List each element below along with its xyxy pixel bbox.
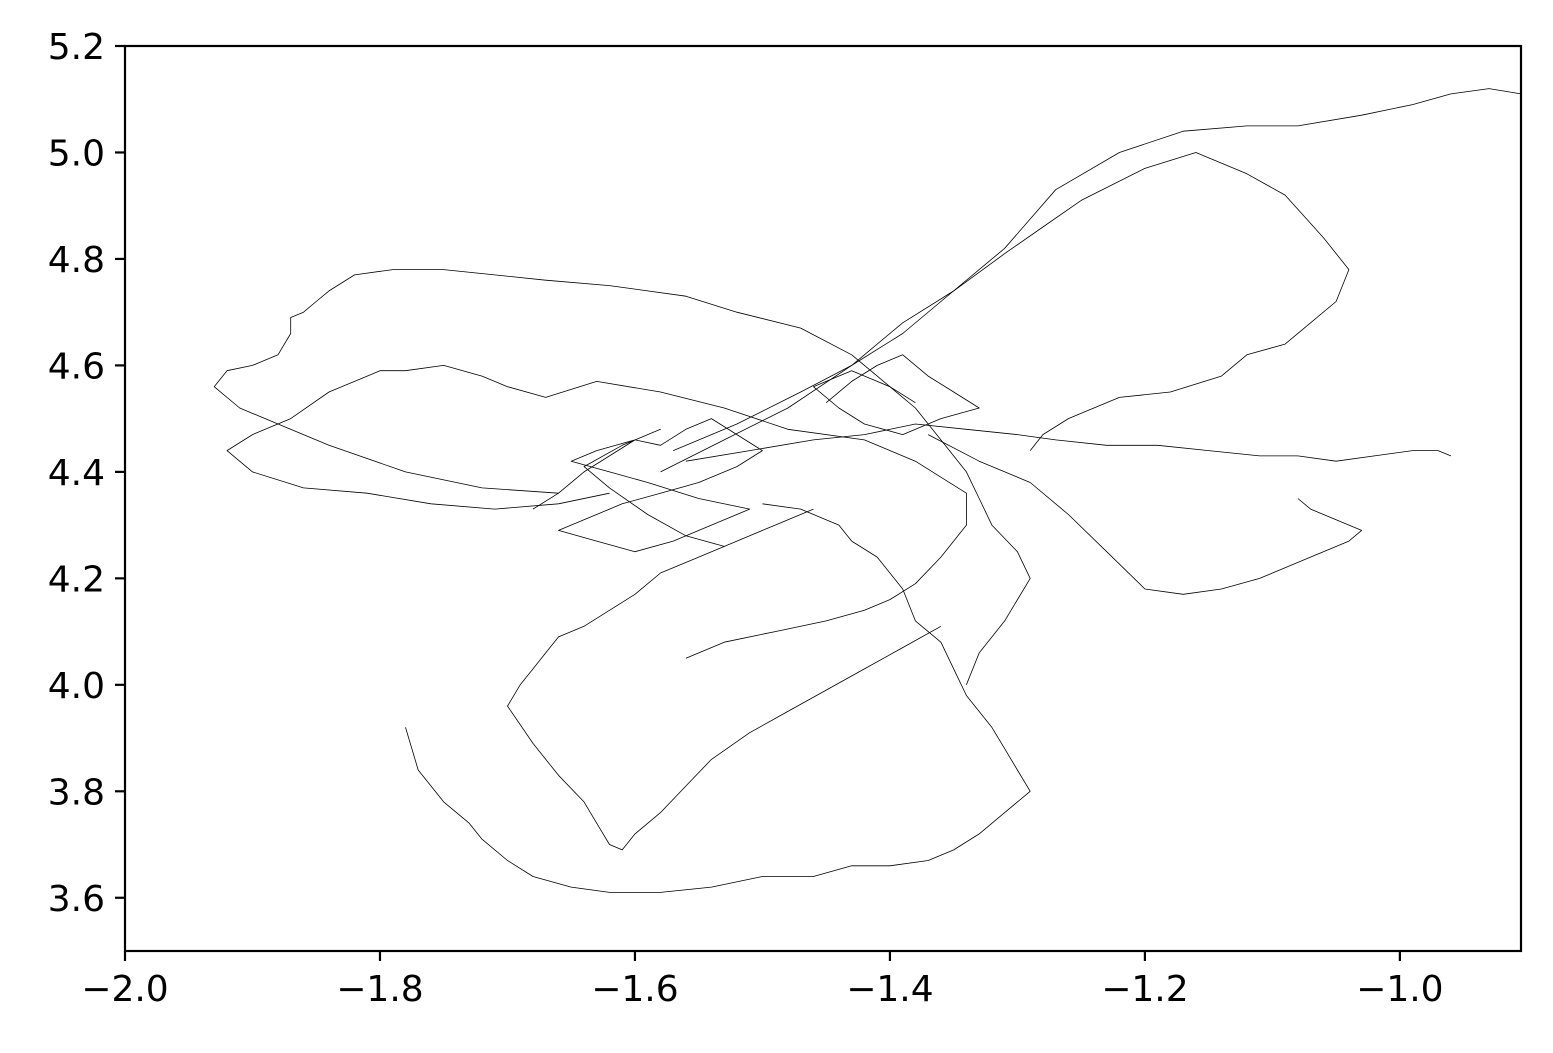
series-line-8 (507, 508, 942, 851)
series-line-4 (928, 434, 1362, 595)
x-axis: −2.0 −1.8 −1.6 −1.4 −1.2 −1.0 (81, 951, 1444, 1010)
series-line-7 (405, 503, 1031, 893)
series-line-5 (213, 269, 1031, 685)
x-tick-label: −1.4 (846, 969, 933, 1010)
plot-frame (123, 44, 1523, 953)
y-tick-label: 4.0 (48, 666, 105, 707)
series-group (213, 88, 1522, 893)
series-line-2 (660, 152, 1350, 473)
x-tick-label: −2.0 (81, 969, 168, 1010)
x-tick-label: −1.8 (336, 969, 423, 1010)
y-tick-label: 4.4 (48, 453, 105, 494)
y-tick-label: 3.6 (48, 879, 105, 920)
y-tick-label: 5.0 (48, 133, 105, 174)
series-line-10 (813, 354, 980, 436)
y-tick-label: 5.2 (48, 27, 105, 68)
y-tick-label: 3.8 (48, 772, 105, 813)
y-axis: 3.6 3.8 4.0 4.2 4.4 4.6 4.8 5.0 5.2 (48, 27, 125, 920)
x-tick-label: −1.0 (1356, 969, 1443, 1010)
y-tick-label: 4.8 (48, 240, 105, 281)
y-tick-label: 4.2 (48, 559, 105, 600)
series-line-6 (226, 364, 967, 659)
x-tick-label: −1.6 (591, 969, 678, 1010)
series-line-9 (532, 418, 763, 553)
series-line-3 (685, 423, 1452, 462)
x-tick-label: −1.2 (1101, 969, 1188, 1010)
y-tick-label: 4.6 (48, 346, 105, 387)
series-line-1 (673, 88, 1522, 451)
